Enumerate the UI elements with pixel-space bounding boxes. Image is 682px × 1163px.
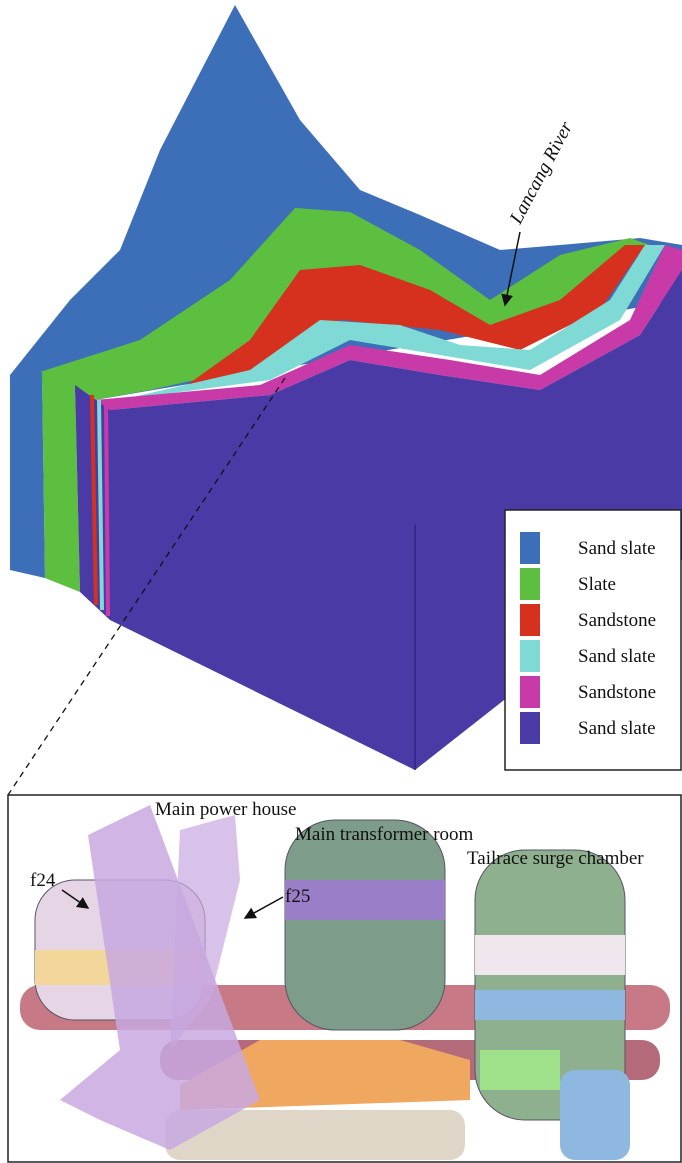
legend-swatch xyxy=(520,676,540,708)
legend-label: Sand slate xyxy=(578,646,656,667)
label-main-power-house: Main power house xyxy=(155,799,296,820)
label-f24: f24 xyxy=(30,870,56,891)
left-face-green xyxy=(42,372,80,592)
legend-label: Sandstone xyxy=(578,610,656,631)
legend-swatch xyxy=(520,712,540,744)
river-label: Lancang River xyxy=(505,118,577,229)
legend-label: Slate xyxy=(578,574,616,595)
left-face-blue xyxy=(10,372,45,578)
surge-band-1 xyxy=(475,935,625,975)
legend-label: Sand slate xyxy=(578,718,656,739)
label-f25: f25 xyxy=(285,886,310,907)
left-face-magenta xyxy=(106,405,108,616)
legend-swatch xyxy=(520,640,540,672)
surge-band-2 xyxy=(475,990,625,1020)
transformer-room xyxy=(285,820,445,1030)
legend-swatch xyxy=(520,604,540,636)
legend-label: Sand slate xyxy=(578,538,656,559)
label-main-transformer-room: Main transformer room xyxy=(295,824,474,845)
figure: Lancang River Sand slate Slate Sandstone Sa… xyxy=(0,0,682,1163)
figure-svg: Lancang River Sand slate Slate Sandstone Sa… xyxy=(0,0,682,1163)
legend-label: Sandstone xyxy=(578,682,656,703)
label-tailrace-surge-chamber: Tailrace surge chamber xyxy=(467,848,644,869)
legend-swatch xyxy=(520,568,540,600)
legend-swatch xyxy=(520,532,540,564)
surge-band-4 xyxy=(560,1070,630,1160)
surge-band-3 xyxy=(480,1050,560,1090)
